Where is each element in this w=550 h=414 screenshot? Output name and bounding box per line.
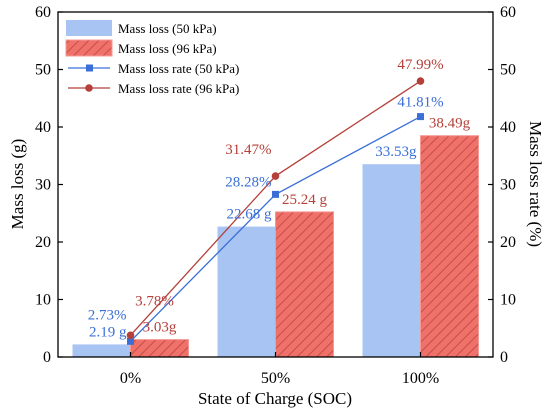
legend-label: Mass loss (96 kPa) — [118, 41, 217, 56]
y2-tick-label: 0 — [500, 349, 508, 366]
legend-swatch-marker — [86, 64, 93, 72]
y-tick-label: 50 — [35, 62, 51, 79]
legend-swatch-bar — [66, 20, 112, 36]
bar-label-96kpa: 3.03g — [143, 320, 177, 336]
y-tick-label: 40 — [35, 119, 51, 136]
rate-label-50kpa: 28.28% — [225, 174, 271, 190]
x-tick-label: 50% — [261, 370, 290, 387]
legend-label: Mass loss rate (96 kPa) — [118, 81, 239, 96]
y-tick-label: 0 — [43, 349, 51, 366]
mass-loss-rate-96kpa-marker — [271, 172, 280, 180]
rate-label-96kpa: 3.78% — [135, 293, 174, 309]
bar-label-50kpa: 22.68 g — [227, 207, 273, 223]
bar-label-96kpa: 38.49g — [429, 116, 471, 132]
y2-tick-label: 20 — [500, 234, 516, 251]
mass-loss-rate-50kpa-marker — [417, 113, 424, 121]
y2-tick-label: 30 — [500, 177, 516, 194]
bar-mass-loss-50kpa — [72, 344, 131, 357]
bar-label-50kpa: 2.19 g — [89, 324, 127, 340]
y-tick-label: 60 — [35, 4, 51, 21]
legend-label: Mass loss rate (50 kPa) — [118, 61, 239, 76]
lines-layer — [126, 77, 425, 345]
y2-tick-label: 50 — [500, 62, 516, 79]
legend-swatch-bar — [65, 39, 113, 57]
y2-tick-label: 10 — [500, 292, 516, 309]
bars-layer — [72, 135, 479, 358]
bar-label-50kpa: 33.53g — [375, 144, 417, 160]
x-tick-label: 100% — [402, 370, 439, 387]
y-tick-label: 10 — [35, 292, 51, 309]
y2-axis-title: Mass loss rate (%) — [526, 121, 545, 247]
bar-mass-loss-96kpa — [275, 211, 334, 358]
y2-tick-label: 40 — [500, 119, 516, 136]
rate-label-50kpa: 2.73% — [88, 307, 127, 323]
bar-mass-loss-50kpa — [217, 226, 276, 357]
y-tick-label: 20 — [35, 234, 51, 251]
y-axis-title: Mass loss (g) — [8, 139, 27, 230]
rate-label-96kpa: 47.99% — [397, 57, 443, 73]
rate-label-50kpa: 41.81% — [397, 95, 443, 111]
bar-label-96kpa: 25.24 g — [282, 192, 328, 208]
axes-layer: 0 10 20 30 40 50 60 0 10 20 30 40 50 60 0% 50% 100% — [35, 4, 516, 387]
legend: Mass loss (50 kPa) Mass loss (96 kPa) Mass… — [65, 20, 239, 96]
bar-mass-loss-50kpa — [362, 164, 421, 357]
data-labels: 2.19 g 3.03g 22.68 g 25.24 g 33.53g 38.49g 2.7… — [88, 57, 471, 340]
y2-tick-label: 60 — [500, 4, 516, 21]
legend-label: Mass loss (50 kPa) — [118, 21, 217, 36]
mass-loss-rate-50kpa-marker — [127, 337, 134, 345]
y-tick-label: 30 — [35, 177, 51, 194]
bar-mass-loss-96kpa — [130, 339, 189, 358]
x-axis-title: State of Charge (SOC) — [198, 389, 352, 408]
rate-label-96kpa: 31.47% — [225, 142, 271, 158]
mass-loss-rate-96kpa-marker — [126, 331, 135, 340]
mass-loss-rate-96kpa-marker — [416, 77, 425, 85]
bar-mass-loss-96kpa — [420, 135, 479, 358]
mass-loss-rate-50kpa-marker — [272, 190, 279, 198]
legend-swatch-marker — [85, 84, 93, 92]
x-tick-label: 0% — [120, 370, 141, 387]
